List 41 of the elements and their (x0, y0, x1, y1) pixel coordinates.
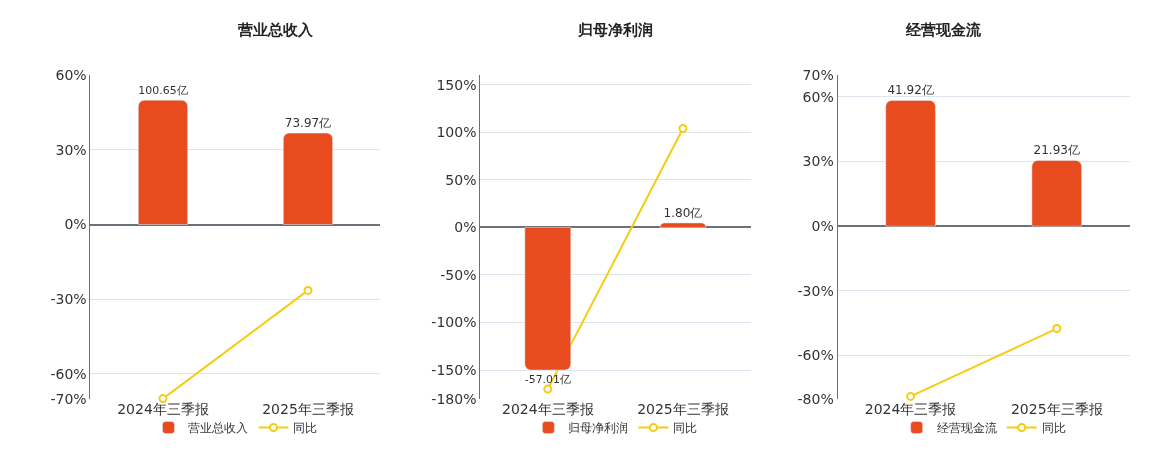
y-tick-label: 70% (802, 67, 834, 84)
data-label: 41.92亿 (887, 83, 934, 98)
y-tick-label: 60% (802, 88, 834, 105)
y-tick-label: 0% (64, 216, 87, 233)
y-tick-label: 150% (436, 76, 477, 93)
legend-label: 经营现金流 (936, 421, 997, 436)
legend-label: 同比 (1041, 421, 1066, 436)
chart-title: 营业总收入 (237, 21, 314, 39)
y-tick-label: -30% (50, 291, 87, 308)
y-tick-label: -80% (797, 390, 834, 407)
y-tick-label: -60% (50, 365, 87, 382)
x-tick-label: 2024年三季报 (501, 400, 594, 417)
x-tick-label: 2025年三季报 (637, 400, 729, 417)
legend-label: 同比 (293, 421, 318, 436)
y-tick-label: 0% (454, 219, 477, 236)
legend-label: 归母净利润 (568, 421, 629, 436)
y-tick-label: 30% (802, 153, 834, 170)
y-tick-label: 60% (55, 67, 87, 84)
data-label: 1.80亿 (663, 205, 703, 220)
data-label: 21.93亿 (1033, 143, 1080, 158)
x-tick-label: 2024年三季报 (117, 400, 209, 417)
y-tick-label: -30% (797, 282, 834, 299)
y-tick-label: 100% (436, 124, 477, 141)
y-tick-label: -150% (431, 361, 477, 378)
y-tick-label: 50% (445, 171, 477, 188)
legend-label: 同比 (673, 421, 698, 436)
x-tick-label: 2025年三季报 (262, 400, 354, 417)
y-tick-label: 0% (811, 218, 834, 235)
x-tick-label: 2024年三季报 (864, 400, 957, 417)
y-tick-label: -70% (50, 390, 87, 407)
y-tick-label: -100% (431, 314, 477, 331)
legend-label: 营业总收入 (188, 421, 249, 436)
y-tick-label: -60% (797, 347, 834, 364)
chart-title: 归母净利润 (577, 21, 653, 39)
y-tick-label: -180% (431, 390, 477, 407)
chart-title: 经营现金流 (905, 21, 982, 39)
x-tick-label: 2025年三季报 (1010, 400, 1103, 417)
data-label: 73.97亿 (284, 116, 332, 131)
y-tick-label: 30% (55, 141, 87, 158)
data-label: 100.65亿 (138, 84, 188, 98)
y-tick-label: -50% (440, 266, 477, 283)
